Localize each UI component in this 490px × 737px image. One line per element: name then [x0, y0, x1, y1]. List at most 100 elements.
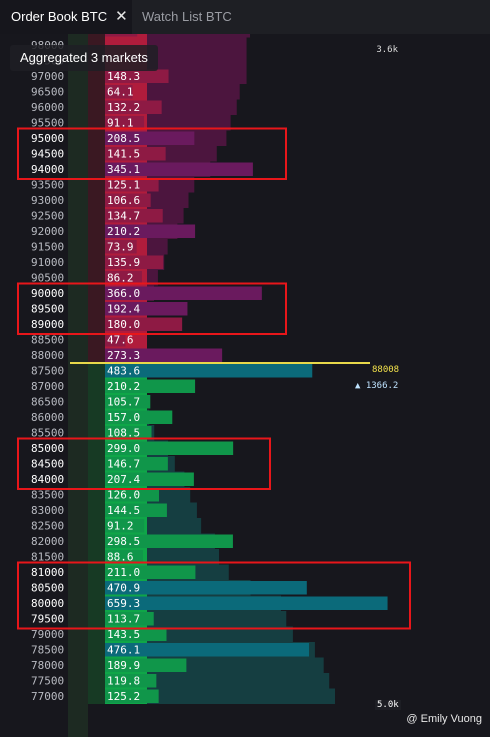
order-book-row-94500[interactable]: 94500 141.5 — [31, 146, 217, 162]
order-book-row-92000[interactable]: 92000 210.2 — [31, 223, 196, 240]
row-size: 47.6 — [107, 334, 134, 347]
aggregation-badge[interactable]: Aggregated 3 markets — [10, 45, 158, 71]
row-price: 91500 — [31, 241, 64, 254]
order-book-row-91500[interactable]: 91500 73.9 — [31, 239, 168, 255]
row-price: 82500 — [31, 520, 64, 533]
depth-cumulative-bar — [105, 34, 251, 38]
order-book-row-92500[interactable]: 92500 134.7 — [31, 208, 184, 224]
order-book-row-84500[interactable]: 84500 146.7 — [31, 456, 175, 472]
order-book-row-87500[interactable]: 87500 483.6 — [31, 363, 313, 379]
size-bar — [105, 689, 159, 703]
row-size: 659.3 — [107, 597, 140, 610]
order-book-row-82000[interactable]: 82000 298.5 — [31, 533, 233, 550]
order-book-row-96000[interactable]: 96000 132.2 — [31, 99, 237, 116]
row-size: 64.1 — [107, 86, 134, 99]
order-book-depth: 9850075.2980009750097000148.39650064.196… — [0, 34, 490, 737]
order-book-row-97000[interactable]: 97000 148.3 — [31, 68, 247, 85]
order-book-row-88000[interactable]: 88000 273.3 — [31, 347, 223, 364]
row-price: 95500 — [31, 117, 64, 130]
row-size: 210.2 — [107, 225, 140, 238]
order-book-row-93000[interactable]: 93000 106.6 — [31, 192, 189, 209]
order-book-row-95500[interactable]: 95500 91.1 — [31, 115, 231, 131]
highlight-box — [17, 282, 287, 335]
order-book-row-77500[interactable]: 77500 119.8 — [31, 673, 330, 689]
current-volume-label: ▲ 1366.2 — [355, 381, 399, 391]
order-book-row-89000[interactable]: 89000 180.0 — [31, 316, 183, 333]
order-book-row-98500[interactable]: 98500 75.2 — [31, 34, 251, 38]
row-strip — [88, 564, 105, 580]
depth-cumulative-bar — [105, 673, 330, 689]
row-price: 98500 — [31, 34, 64, 37]
order-book-row-88500[interactable]: 88500 47.6 — [31, 332, 147, 348]
row-size: 157.0 — [107, 411, 140, 424]
row-strip — [88, 239, 105, 255]
order-book-row-79000[interactable]: 79000 143.5 — [31, 626, 293, 643]
size-bar — [105, 131, 195, 145]
close-icon[interactable]: ✕ — [115, 8, 128, 25]
order-book-row-83000[interactable]: 83000 144.5 — [31, 502, 197, 519]
order-book-row-86500[interactable]: 86500 105.7 — [31, 394, 151, 410]
order-book-row-89500[interactable]: 89500 192.4 — [31, 301, 188, 317]
row-size: 86.2 — [107, 272, 134, 285]
order-book-row-80000[interactable]: 80000 659.3 — [31, 595, 388, 612]
order-book-row-82500[interactable]: 82500 91.2 — [31, 518, 202, 534]
order-book-row-83500[interactable]: 83500 126.0 — [31, 487, 191, 503]
order-book-row-79500[interactable]: 79500 113.7 — [31, 611, 287, 627]
row-size: 299.0 — [107, 442, 140, 455]
order-book-row-90000[interactable]: 90000 366.0 — [31, 285, 262, 302]
row-price: 95000 — [31, 132, 64, 145]
row-price: 77000 — [31, 690, 64, 703]
order-book-row-80500[interactable]: 80500 470.9 — [31, 580, 307, 596]
tab-order-book[interactable]: Order Book BTC ✕ — [0, 0, 132, 34]
size-bar — [105, 519, 145, 533]
row-price: 80000 — [31, 597, 64, 610]
size-bar — [105, 658, 187, 672]
order-book-row-95000[interactable]: 95000 208.5 — [31, 130, 227, 147]
order-book-row-86000[interactable]: 86000 157.0 — [31, 409, 173, 426]
order-book-row-85500[interactable]: 85500 108.5 — [31, 425, 155, 441]
row-strip — [88, 192, 105, 208]
size-bar — [105, 674, 157, 688]
row-strip — [88, 518, 105, 534]
size-bar — [105, 116, 145, 130]
size-bar — [105, 488, 159, 502]
order-book-row-94000[interactable]: 94000 345.1 — [31, 161, 253, 178]
size-bar — [105, 224, 196, 238]
row-price: 84500 — [31, 458, 64, 471]
size-bar — [105, 627, 167, 641]
order-book-row-90500[interactable]: 90500 86.2 — [31, 270, 158, 286]
row-strip — [88, 409, 105, 425]
size-bar — [105, 410, 173, 424]
order-book-row-87000[interactable]: 87000 210.2 — [31, 378, 196, 395]
row-price: 82000 — [31, 535, 64, 548]
order-book-row-93500[interactable]: 93500 125.1 — [31, 177, 195, 193]
size-bar — [105, 395, 151, 409]
row-price: 90000 — [31, 287, 64, 300]
order-book-row-78500[interactable]: 78500 476.1 — [31, 642, 315, 658]
order-book-row-81500[interactable]: 81500 88.6 — [31, 549, 220, 565]
order-book-row-81000[interactable]: 81000 211.0 — [31, 564, 229, 581]
row-price: 80500 — [31, 582, 64, 595]
order-book-row-84000[interactable]: 84000 207.4 — [31, 471, 194, 488]
order-book-row-85000[interactable]: 85000 299.0 — [31, 440, 234, 457]
order-book-row-91000[interactable]: 91000 135.9 — [31, 254, 165, 271]
size-bar — [105, 162, 253, 176]
row-price: 92500 — [31, 210, 64, 223]
order-book-row-78000[interactable]: 78000 189.9 — [31, 657, 324, 674]
row-size: 207.4 — [107, 473, 140, 486]
row-size: 73.9 — [107, 241, 134, 254]
row-size: 148.3 — [107, 70, 140, 83]
order-book-row-77000[interactable]: 77000 125.2 — [31, 688, 335, 705]
size-bar — [105, 643, 310, 657]
row-strip — [88, 688, 105, 704]
row-size: 75.2 — [107, 34, 134, 37]
row-strip — [88, 223, 105, 239]
row-strip — [88, 673, 105, 689]
row-price: 83500 — [31, 489, 64, 502]
size-bar — [105, 348, 223, 362]
row-strip — [88, 99, 105, 115]
order-book-row-96500[interactable]: 96500 64.1 — [31, 84, 240, 100]
size-bar — [105, 178, 159, 192]
column-stripe — [68, 34, 88, 737]
tab-watch-list[interactable]: Watch List BTC — [142, 0, 262, 34]
